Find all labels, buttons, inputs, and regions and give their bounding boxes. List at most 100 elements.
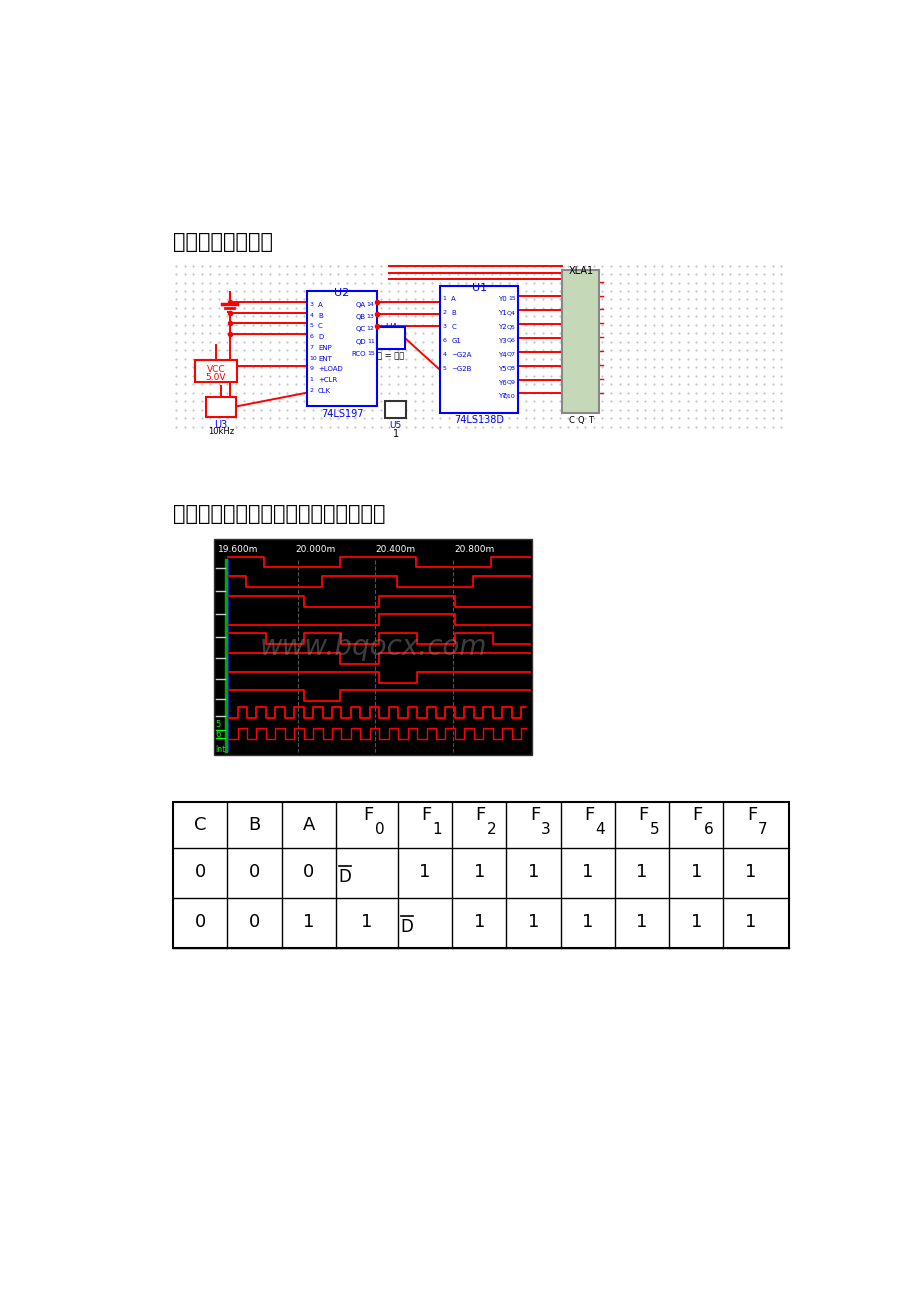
Text: 将仿真结果与数据分配器真値表对比：: 将仿真结果与数据分配器真値表对比： (173, 504, 385, 525)
Text: D: D (318, 335, 323, 340)
Text: 0: 0 (249, 914, 260, 931)
Text: Y4: Y4 (498, 352, 506, 358)
Text: 2: 2 (442, 310, 447, 315)
Text: 1: 1 (309, 378, 313, 383)
Text: C: C (451, 324, 456, 331)
Text: Y6: Y6 (498, 380, 506, 385)
Text: 1: 1 (582, 914, 593, 931)
Text: +CLR: +CLR (318, 378, 337, 383)
Text: Y2: Y2 (498, 324, 506, 331)
Text: 1: 1 (442, 297, 447, 301)
Text: 4: 4 (595, 822, 605, 837)
Text: 1: 1 (582, 863, 593, 881)
Text: 6: 6 (309, 335, 313, 339)
Text: 10: 10 (309, 355, 317, 361)
Text: +LOAD: +LOAD (318, 366, 343, 372)
Text: 15: 15 (367, 352, 374, 355)
Text: 1: 1 (528, 914, 539, 931)
Text: 1: 1 (473, 863, 484, 881)
Text: 15: 15 (507, 297, 516, 301)
Bar (440, 285, 517, 413)
Bar (377, 327, 404, 349)
Text: 1: 1 (392, 428, 398, 439)
Text: RCO: RCO (351, 352, 366, 357)
Text: 1: 1 (744, 863, 755, 881)
Text: QB: QB (356, 314, 366, 320)
Text: 6: 6 (216, 730, 221, 740)
Text: 1: 1 (636, 863, 647, 881)
Bar (206, 397, 235, 417)
Text: 13: 13 (367, 314, 374, 319)
Text: Y5: Y5 (498, 366, 506, 371)
Text: 20.800m: 20.800m (454, 546, 494, 555)
Text: 11: 11 (367, 339, 374, 344)
Bar (307, 290, 377, 406)
Text: C: C (568, 415, 573, 424)
Text: 74LS197: 74LS197 (321, 409, 363, 419)
Text: 5: 5 (649, 822, 659, 837)
Text: XLA1: XLA1 (568, 267, 593, 276)
Text: 7: 7 (309, 345, 313, 350)
Text: QC: QC (356, 327, 366, 332)
Text: B: B (451, 310, 456, 316)
Text: A: A (318, 302, 323, 307)
Text: 1: 1 (432, 822, 442, 837)
Text: VCC: VCC (206, 365, 225, 374)
Text: 6: 6 (442, 339, 447, 342)
Text: F: F (363, 806, 373, 824)
Text: Q4: Q4 (506, 310, 516, 315)
Text: B: B (248, 815, 260, 833)
Text: 3: 3 (540, 822, 550, 837)
Text: Y3: Y3 (498, 339, 506, 344)
Text: 7: 7 (757, 822, 767, 837)
Text: 1: 1 (690, 863, 701, 881)
Text: 电路图如下所示：: 电路图如下所示： (173, 232, 273, 251)
Text: 4: 4 (442, 352, 447, 357)
Text: 14: 14 (367, 302, 374, 307)
Text: G1: G1 (451, 339, 460, 344)
Text: Y7: Y7 (498, 393, 506, 400)
Text: U1: U1 (471, 283, 486, 293)
Text: 19.600m: 19.600m (218, 546, 258, 555)
Text: Q7: Q7 (506, 352, 516, 357)
Bar (195, 361, 237, 381)
Text: T: T (587, 415, 592, 424)
Text: Q10: Q10 (503, 393, 516, 398)
Text: 0: 0 (374, 822, 384, 837)
Text: ~G2B: ~G2B (451, 366, 471, 371)
Bar (173, 802, 789, 948)
Text: 6: 6 (703, 822, 713, 837)
Text: 5.0V: 5.0V (205, 372, 226, 381)
Text: 20.000m: 20.000m (295, 546, 335, 555)
Text: Q9: Q9 (506, 380, 516, 384)
Bar (214, 539, 531, 755)
Text: 10kHz: 10kHz (208, 427, 234, 436)
Text: 5: 5 (442, 366, 447, 371)
Text: 1: 1 (419, 863, 430, 881)
Text: QA: QA (356, 302, 366, 307)
Text: 0: 0 (249, 863, 260, 881)
Text: Q8: Q8 (506, 366, 516, 371)
Text: 9: 9 (309, 366, 313, 371)
Text: 1: 1 (528, 863, 539, 881)
Text: 1: 1 (636, 914, 647, 931)
Text: 74LS138D: 74LS138D (454, 415, 504, 424)
Text: ENT: ENT (318, 355, 332, 362)
Text: D: D (401, 918, 414, 936)
Text: Q6: Q6 (506, 339, 516, 342)
Text: 4: 4 (309, 312, 313, 318)
Text: F: F (421, 806, 431, 824)
Text: F: F (692, 806, 702, 824)
Text: F: F (746, 806, 756, 824)
Text: CLK: CLK (318, 388, 331, 395)
Text: F: F (584, 806, 594, 824)
Text: 键 = 空格: 键 = 空格 (377, 352, 404, 361)
Text: A: A (451, 297, 456, 302)
Bar (562, 271, 598, 413)
Text: C: C (194, 815, 206, 833)
Text: 20.400m: 20.400m (375, 546, 415, 555)
Text: 0: 0 (387, 333, 394, 346)
Text: U4: U4 (384, 323, 396, 332)
Text: 5: 5 (309, 323, 313, 328)
Text: 2: 2 (486, 822, 496, 837)
